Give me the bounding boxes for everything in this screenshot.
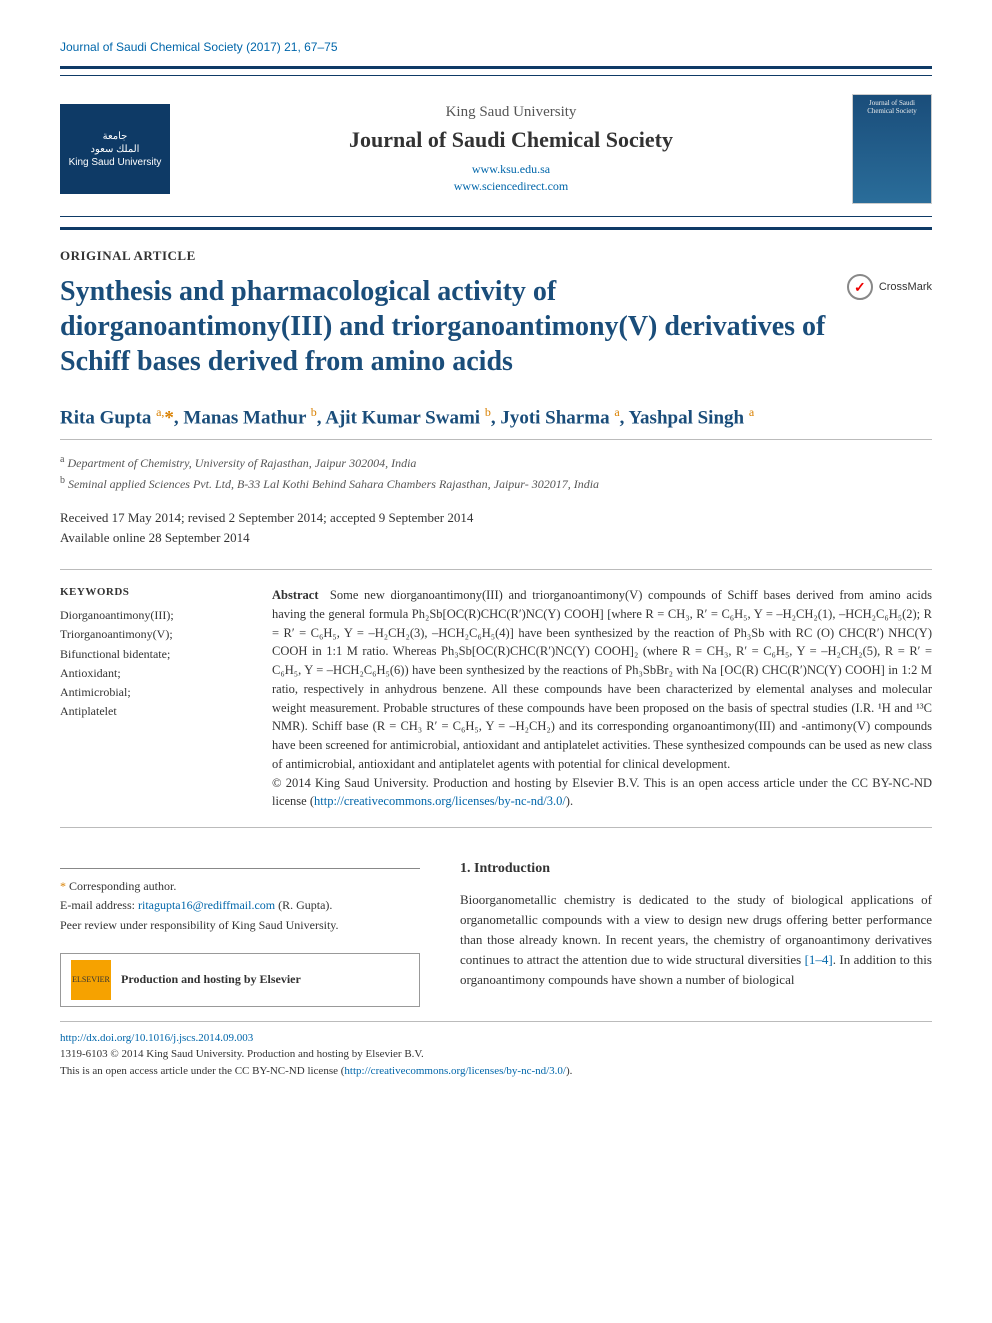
dates-line1: Received 17 May 2014; revised 2 Septembe… — [60, 510, 473, 525]
intro-paragraph: Bioorganometallic chemistry is dedicated… — [460, 890, 932, 991]
keywords-list: Diorganoantimony(III); Triorganoantimony… — [60, 606, 240, 721]
university-name: King Saud University — [190, 104, 832, 121]
title-row: Synthesis and pharmacological activity o… — [60, 274, 932, 379]
journal-link-2[interactable]: www.sciencedirect.com — [454, 179, 569, 193]
mid-rule-thick — [60, 227, 932, 230]
dates-line2: Available online 28 September 2014 — [60, 530, 250, 545]
authors-rule — [60, 439, 932, 440]
authors-list: Rita Gupta a,*, Manas Mathur b, Ajit Kum… — [60, 403, 932, 433]
journal-cover-thumbnail: Journal of Saudi Chemical Society — [852, 94, 932, 204]
abstract-copyright-end: ). — [566, 794, 573, 808]
keywords-heading: KEYWORDS — [60, 586, 240, 598]
corresponding-author: * Corresponding author. E-mail address: … — [60, 868, 420, 935]
abstract-section: KEYWORDS Diorganoantimony(III); Triorgan… — [60, 569, 932, 828]
author-3: Ajit Kumar Swami — [325, 407, 480, 428]
author-2-aff: b — [311, 405, 317, 419]
masthead: جامعة الملك سعود King Saud University Ki… — [60, 86, 932, 212]
corr-star: * — [60, 879, 66, 893]
mid-rule-thin — [60, 216, 932, 217]
crossmark-icon: ✓ — [847, 274, 873, 300]
author-1: Rita Gupta — [60, 407, 151, 428]
footer-license-link[interactable]: http://creativecommons.org/licenses/by-n… — [344, 1065, 566, 1077]
author-4: Jyoti Sharma — [500, 407, 609, 428]
intro-ref[interactable]: [1–4] — [805, 952, 833, 967]
citation-header: Journal of Saudi Chemical Society (2017)… — [60, 40, 932, 54]
journal-links: www.ksu.edu.sa www.sciencedirect.com — [190, 161, 832, 195]
author-3-aff: b — [485, 405, 491, 419]
aff-a-sup: a — [60, 454, 64, 465]
aff-b-sup: b — [60, 475, 65, 486]
abstract-body: Some new diorganoantimony(III) and trior… — [272, 588, 932, 771]
left-column: * Corresponding author. E-mail address: … — [60, 858, 420, 1007]
abstract-label: Abstract — [272, 588, 319, 602]
license-link[interactable]: http://creativecommons.org/licenses/by-n… — [314, 794, 566, 808]
elsevier-logo-icon: ELSEVIER — [71, 960, 111, 1000]
author-1-corr: * — [164, 407, 174, 428]
intro-heading: 1. Introduction — [460, 858, 932, 880]
intro-row: * Corresponding author. E-mail address: … — [60, 858, 932, 1007]
logo-text: جامعة الملك سعود King Saud University — [69, 130, 162, 169]
elsevier-box: ELSEVIER Production and hosting by Elsev… — [60, 953, 420, 1007]
crossmark-label: CrossMark — [879, 281, 932, 293]
top-rule-thin — [60, 75, 932, 76]
article-title: Synthesis and pharmacological activity o… — [60, 274, 831, 379]
cover-label: Journal of Saudi Chemical Society — [853, 95, 931, 119]
footer-line2-end: ). — [566, 1065, 572, 1077]
affiliations: a Department of Chemistry, University of… — [60, 452, 932, 494]
email-label: E-mail address: — [60, 898, 138, 912]
peer-review-note: Peer review under responsibility of King… — [60, 918, 339, 932]
author-5-aff: a — [749, 405, 754, 419]
corr-label: Corresponding author. — [69, 879, 176, 893]
author-5: Yashpal Singh — [628, 407, 744, 428]
author-4-aff: a — [614, 405, 619, 419]
elsevier-text: Production and hosting by Elsevier — [121, 972, 301, 987]
article-type-label: ORIGINAL ARTICLE — [60, 248, 932, 264]
aff-b: Seminal applied Sciences Pvt. Ltd, B-33 … — [68, 477, 599, 491]
author-2: Manas Mathur — [183, 407, 306, 428]
abstract-column: Abstract Some new diorganoantimony(III) … — [272, 586, 932, 811]
publisher-logo: جامعة الملك سعود King Saud University — [60, 104, 170, 194]
crossmark-badge[interactable]: ✓ CrossMark — [847, 274, 932, 300]
footer-line1: 1319-6103 © 2014 King Saud University. P… — [60, 1048, 424, 1060]
masthead-center: King Saud University Journal of Saudi Ch… — [190, 104, 832, 195]
aff-a: Department of Chemistry, University of R… — [67, 456, 416, 470]
journal-link-1[interactable]: www.ksu.edu.sa — [472, 162, 550, 176]
email-link[interactable]: ritagupta16@rediffmail.com — [138, 898, 275, 912]
article-dates: Received 17 May 2014; revised 2 Septembe… — [60, 508, 932, 547]
footer-line2: This is an open access article under the… — [60, 1065, 344, 1077]
doi-link[interactable]: http://dx.doi.org/10.1016/j.jscs.2014.09… — [60, 1032, 253, 1044]
journal-name: Journal of Saudi Chemical Society — [190, 127, 832, 153]
footer: http://dx.doi.org/10.1016/j.jscs.2014.09… — [60, 1021, 932, 1080]
top-rule-thick — [60, 66, 932, 69]
keywords-column: KEYWORDS Diorganoantimony(III); Triorgan… — [60, 586, 240, 811]
right-column: 1. Introduction Bioorganometallic chemis… — [460, 858, 932, 1007]
email-suffix: (R. Gupta). — [275, 898, 332, 912]
